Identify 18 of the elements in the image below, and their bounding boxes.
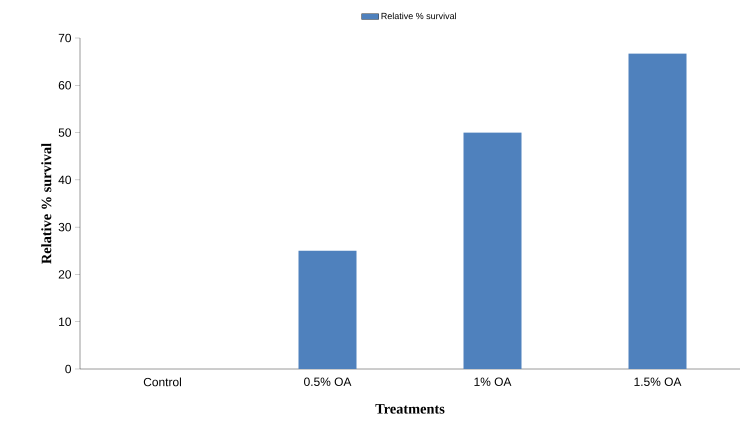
y-tick-label: 20	[58, 270, 72, 279]
y-tick-label: 30	[58, 222, 72, 232]
x-tick-label: 1% OA	[474, 378, 512, 386]
y-tick-label: 50	[58, 128, 72, 137]
bar	[628, 54, 687, 369]
x-tick-label: 1.5% OA	[634, 378, 682, 386]
bar	[464, 132, 522, 369]
y-tick-label: 70	[58, 34, 72, 42]
y-tick-label: 0	[65, 364, 72, 374]
y-axis-title: Relative % survival	[41, 143, 52, 264]
bar	[298, 250, 357, 369]
y-tick-label: 60	[58, 81, 72, 90]
legend-label: Relative % survival	[382, 12, 456, 20]
y-tick-label: 40	[58, 176, 72, 184]
x-tick-label: Control	[144, 378, 181, 386]
y-tick-label: 10	[59, 317, 72, 326]
x-tick-label: 0.5% OA	[304, 378, 352, 386]
x-axis-title: Treatments	[375, 404, 444, 414]
